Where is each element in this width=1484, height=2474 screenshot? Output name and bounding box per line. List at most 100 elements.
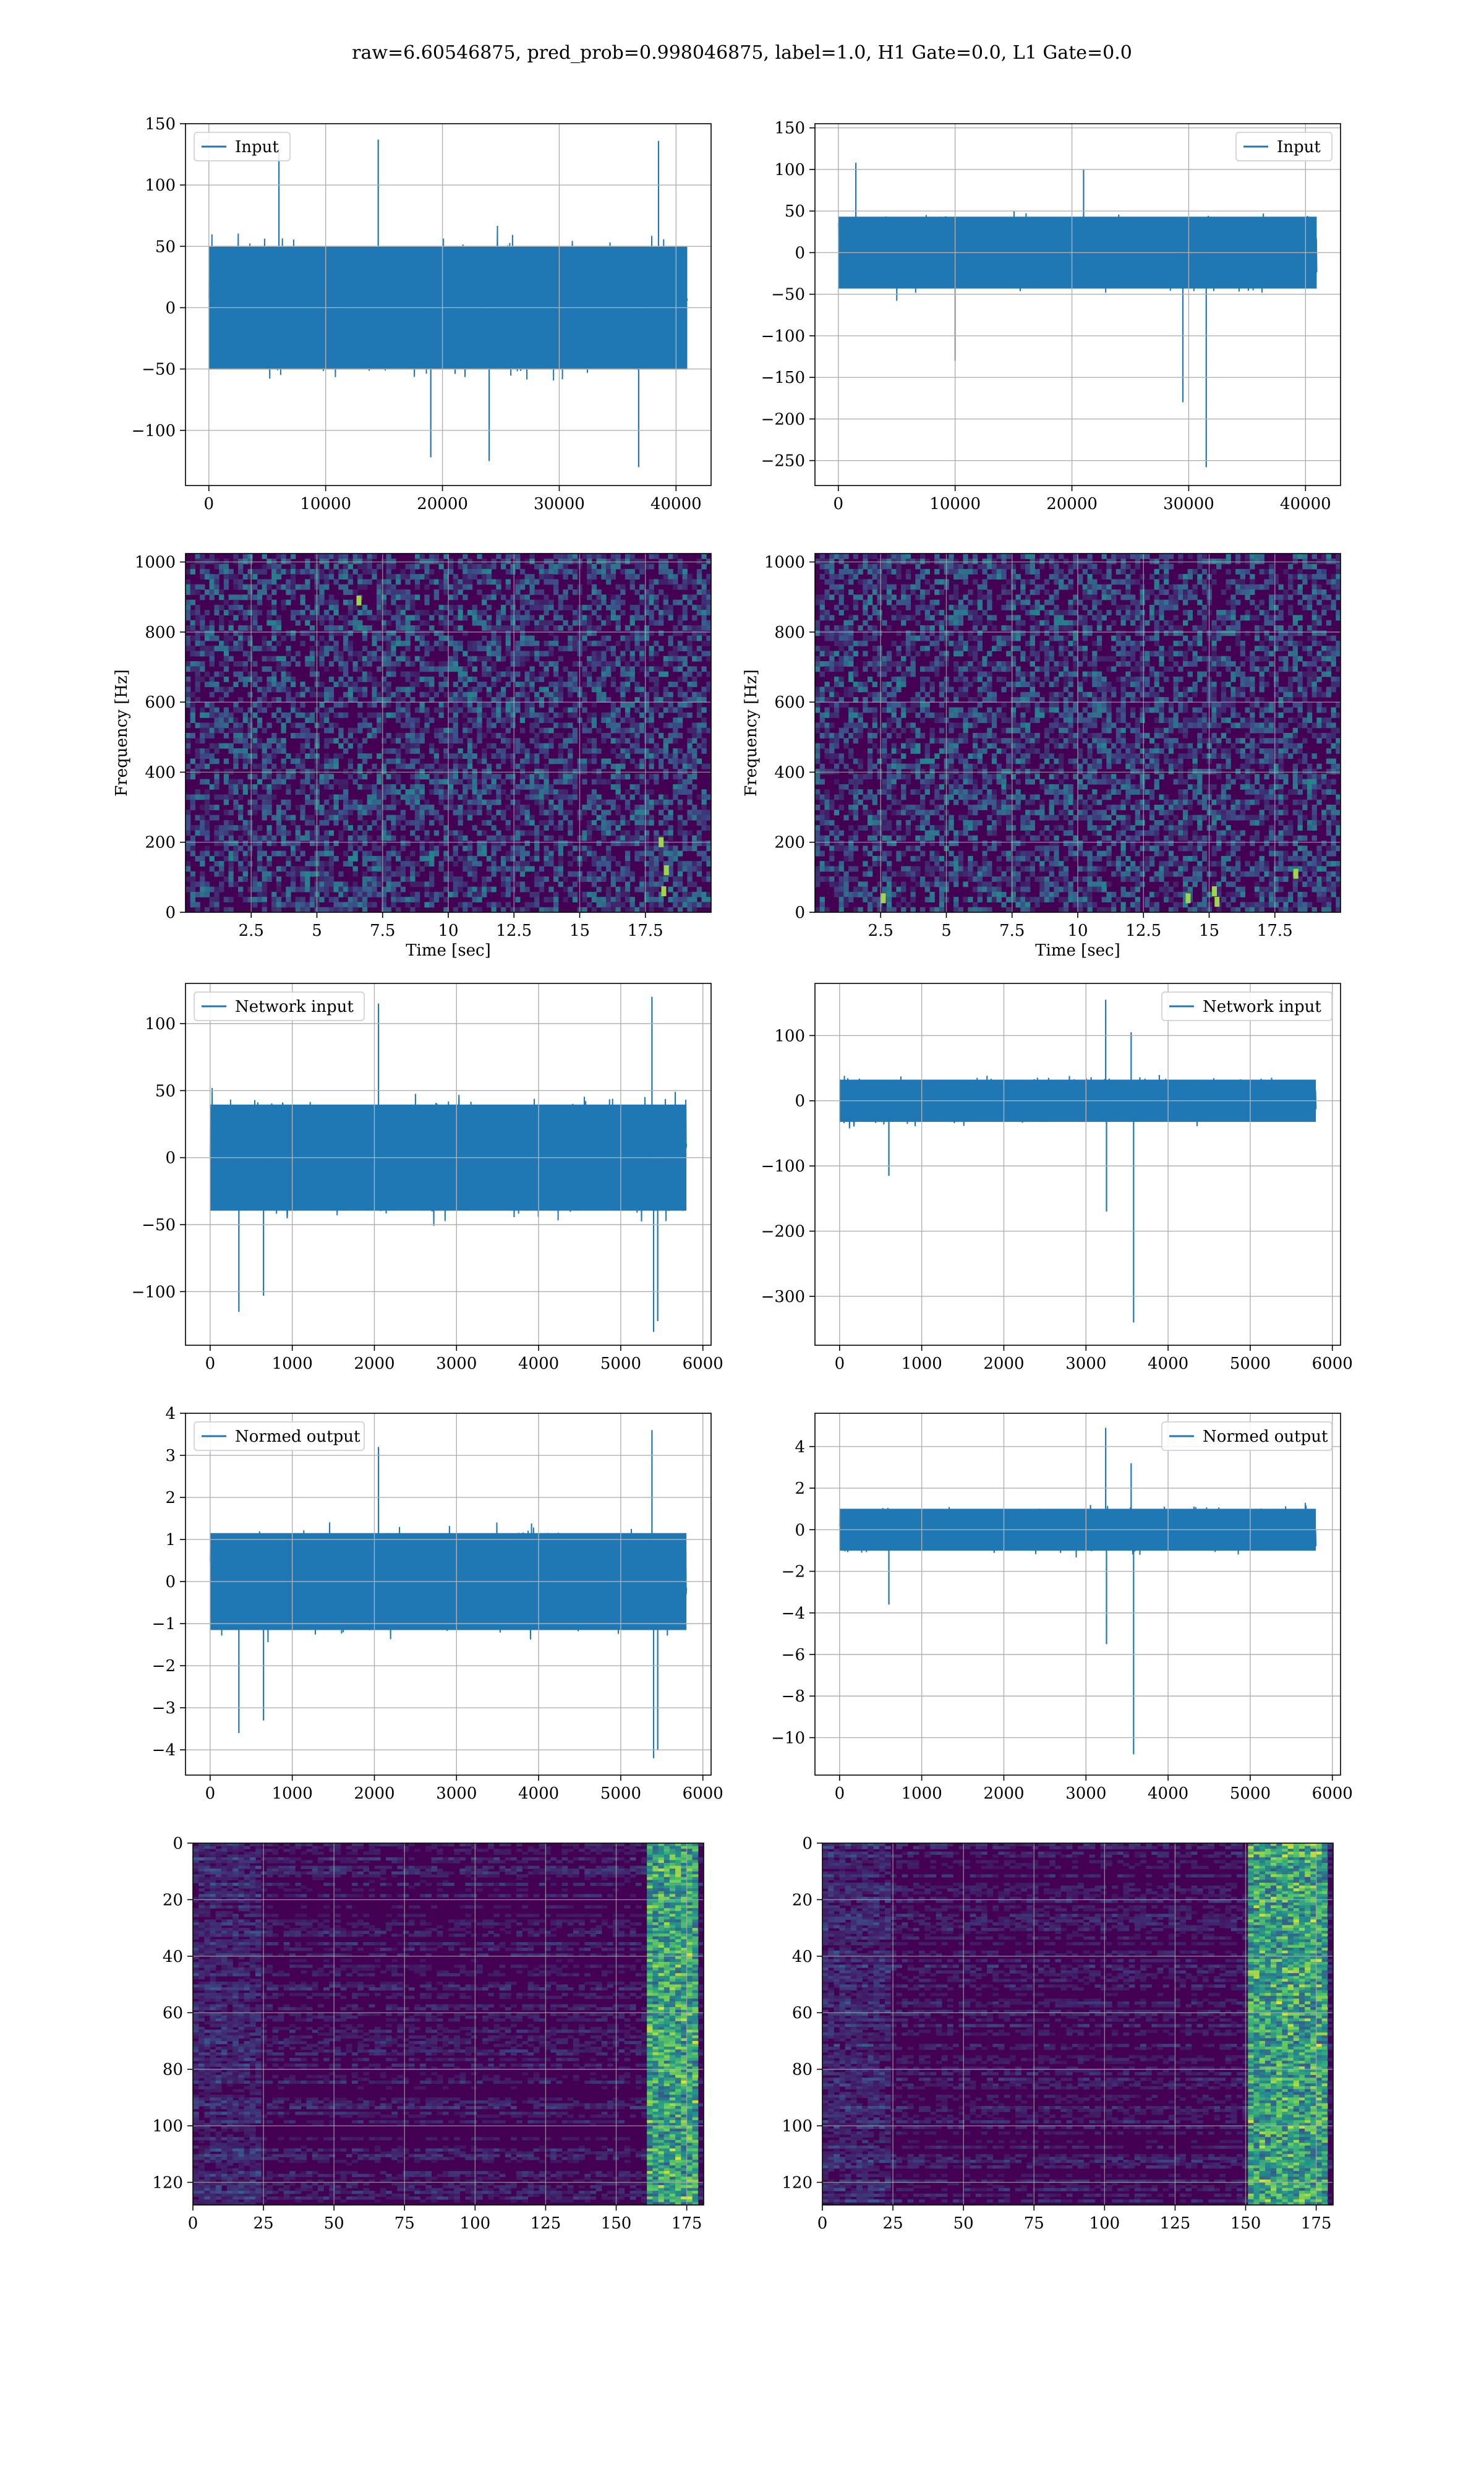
heatmap-cell	[381, 907, 387, 912]
heatmap-cell	[424, 850, 430, 857]
heatmap-cell	[515, 691, 521, 698]
heatmap-cell	[524, 866, 530, 872]
heatmap-cell	[553, 579, 559, 585]
heatmap-cell	[1020, 604, 1026, 610]
heatmap-cell	[372, 656, 377, 662]
heatmap-cell	[529, 676, 535, 682]
heatmap-cell	[1087, 589, 1093, 595]
heatmap-cell	[472, 876, 477, 882]
heatmap-cell	[1254, 604, 1260, 610]
heatmap-cell	[572, 845, 578, 852]
heatmap-cell	[281, 682, 286, 687]
heatmap-cell	[367, 722, 372, 729]
heatmap-cell	[544, 769, 549, 774]
heatmap-cell	[582, 671, 587, 677]
heatmap-cell	[524, 841, 530, 846]
heatmap-cell	[558, 805, 563, 810]
heatmap-cell	[414, 610, 420, 615]
heatmap-cell	[410, 876, 416, 882]
heatmap-cell	[386, 702, 391, 708]
heatmap-cell	[414, 594, 420, 601]
heatmap-cell	[453, 682, 458, 687]
heatmap-cell	[501, 625, 506, 631]
heatmap-cell	[429, 579, 435, 585]
heatmap-cell	[448, 774, 454, 780]
heatmap-cell	[677, 568, 683, 575]
heatmap-cell	[414, 815, 420, 821]
heatmap-cell	[343, 820, 349, 826]
heatmap-cell	[414, 554, 420, 559]
heatmap-cell	[438, 671, 444, 677]
heatmap-cell	[601, 871, 607, 877]
heatmap-cell	[453, 656, 458, 662]
heatmap-cell	[391, 835, 396, 841]
heatmap-cell	[677, 646, 683, 651]
heatmap-cell	[405, 656, 411, 662]
heatmap-cell	[247, 758, 253, 764]
heatmap-cell	[400, 758, 406, 764]
heatmap-cell	[467, 697, 473, 703]
heatmap-cell	[620, 656, 626, 662]
heatmap-cell	[677, 733, 683, 738]
heatmap-cell	[443, 635, 449, 641]
heatmap-cell	[267, 656, 272, 662]
plot-area	[815, 124, 1341, 486]
heatmap-cell	[362, 835, 368, 841]
heatmap-cell	[424, 881, 430, 888]
heatmap-cell	[429, 682, 435, 687]
heatmap-cell	[1025, 563, 1031, 570]
heatmap-cell	[190, 871, 195, 877]
heatmap-cell	[544, 733, 549, 738]
heatmap-cell	[271, 630, 277, 636]
heatmap-cell	[228, 743, 234, 749]
heatmap-cell	[539, 799, 545, 805]
heatmap-cell	[209, 676, 215, 682]
heatmap-cell	[696, 630, 702, 636]
heatmap-cell	[601, 815, 607, 821]
heatmap-cell	[209, 897, 215, 902]
heatmap-cell	[300, 722, 305, 729]
heatmap-cell	[491, 733, 497, 738]
heatmap-cell	[405, 897, 411, 902]
heatmap-cell	[233, 554, 239, 559]
heatmap-cell	[524, 599, 530, 606]
heatmap-cell	[587, 727, 592, 734]
heatmap-cell	[615, 825, 621, 831]
heatmap-cell	[381, 886, 387, 892]
heatmap-cell	[515, 559, 521, 565]
heatmap-cell	[505, 671, 511, 677]
heatmap-cell	[381, 876, 387, 882]
heatmap-cell	[319, 763, 325, 769]
heatmap-cell	[659, 563, 664, 570]
heatmap-cell	[328, 871, 335, 877]
heatmap-cell	[973, 554, 978, 559]
heatmap-cell	[247, 574, 253, 580]
heatmap-cell	[610, 615, 616, 621]
heatmap-cell	[477, 568, 482, 575]
heatmap-cell	[396, 691, 401, 698]
heatmap-cell	[553, 671, 559, 677]
heatmap-cell	[429, 748, 435, 754]
heatmap-cell	[824, 594, 830, 601]
heatmap-cell	[1316, 599, 1322, 606]
heatmap-cell	[291, 876, 296, 882]
heatmap-cell	[223, 794, 229, 800]
heatmap-cell	[448, 876, 454, 882]
heatmap-cell	[448, 738, 454, 744]
heatmap-cell	[1125, 604, 1131, 610]
heatmap-cell	[219, 712, 224, 718]
heatmap-cell	[677, 559, 683, 565]
heatmap-cell	[544, 810, 549, 816]
heatmap-cell	[286, 789, 291, 795]
heatmap-cell	[491, 907, 497, 912]
heatmap-cell	[987, 554, 992, 559]
heatmap-cell	[381, 697, 387, 703]
heatmap-cell	[247, 717, 253, 723]
heatmap-cell	[519, 907, 526, 912]
heatmap-cell	[482, 876, 487, 882]
heatmap-cell	[219, 881, 224, 888]
heatmap-cell	[219, 640, 224, 646]
heatmap-cell	[853, 604, 859, 610]
x-tick-label: 0	[834, 495, 844, 513]
heatmap-cell	[1226, 584, 1231, 590]
